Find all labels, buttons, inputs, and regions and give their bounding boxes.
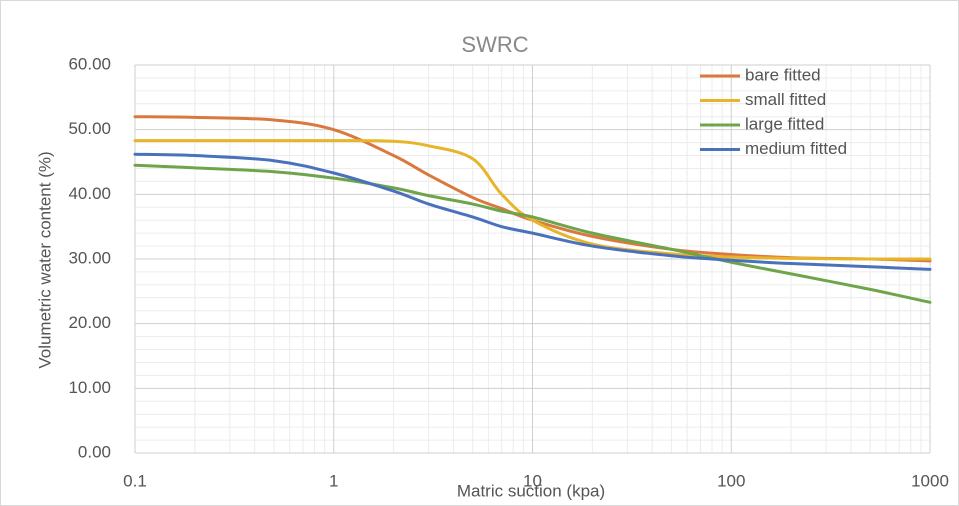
legend-label: small fitted xyxy=(745,90,826,109)
data-line xyxy=(133,139,932,261)
legend-label: large fitted xyxy=(745,114,824,133)
x-tick-label: 0.1 xyxy=(123,471,147,490)
y-tick-label: 40.00 xyxy=(68,184,111,203)
grid xyxy=(134,64,931,454)
x-tick-label: 1 xyxy=(329,471,338,490)
x-axis-title: Matric suction (kpa) xyxy=(457,481,605,500)
y-tick-label: 20.00 xyxy=(68,313,111,332)
legend-label: medium fitted xyxy=(745,139,847,158)
chart-title: SWRC xyxy=(461,32,528,57)
x-tick-label: 1000 xyxy=(911,471,949,490)
data-line xyxy=(133,163,932,304)
y-tick-label: 30.00 xyxy=(68,248,111,267)
y-axis-title: Volumetric water content (%) xyxy=(35,151,54,368)
plot-lines xyxy=(133,115,932,304)
y-tick-label: 10.00 xyxy=(68,378,111,397)
data-line xyxy=(133,152,932,271)
x-tick-label: 100 xyxy=(717,471,745,490)
y-tick-label: 60.00 xyxy=(68,54,111,73)
y-tick-label: 50.00 xyxy=(68,119,111,138)
legend-label: bare fitted xyxy=(745,65,821,84)
y-tick-label: 0.00 xyxy=(78,442,111,461)
x-tick-label: 10 xyxy=(523,471,542,490)
